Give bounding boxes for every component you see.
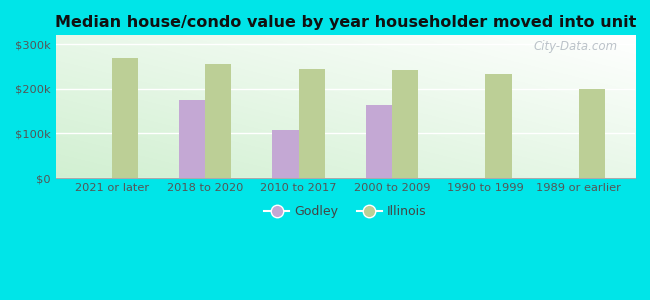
Bar (298, 69, 325, 178)
Bar (579, 89, 605, 178)
Title: Median house/condo value by year householder moved into unit: Median house/condo value by year househo… (55, 15, 636, 30)
Bar (179, 100, 205, 178)
Legend: Godley, Illinois: Godley, Illinois (259, 200, 432, 223)
Bar (272, 130, 298, 178)
Text: City-Data.com: City-Data.com (534, 40, 618, 52)
Bar (205, 64, 231, 178)
Bar (486, 74, 512, 178)
Bar (392, 70, 418, 178)
Bar (112, 58, 138, 178)
Bar (366, 105, 392, 178)
